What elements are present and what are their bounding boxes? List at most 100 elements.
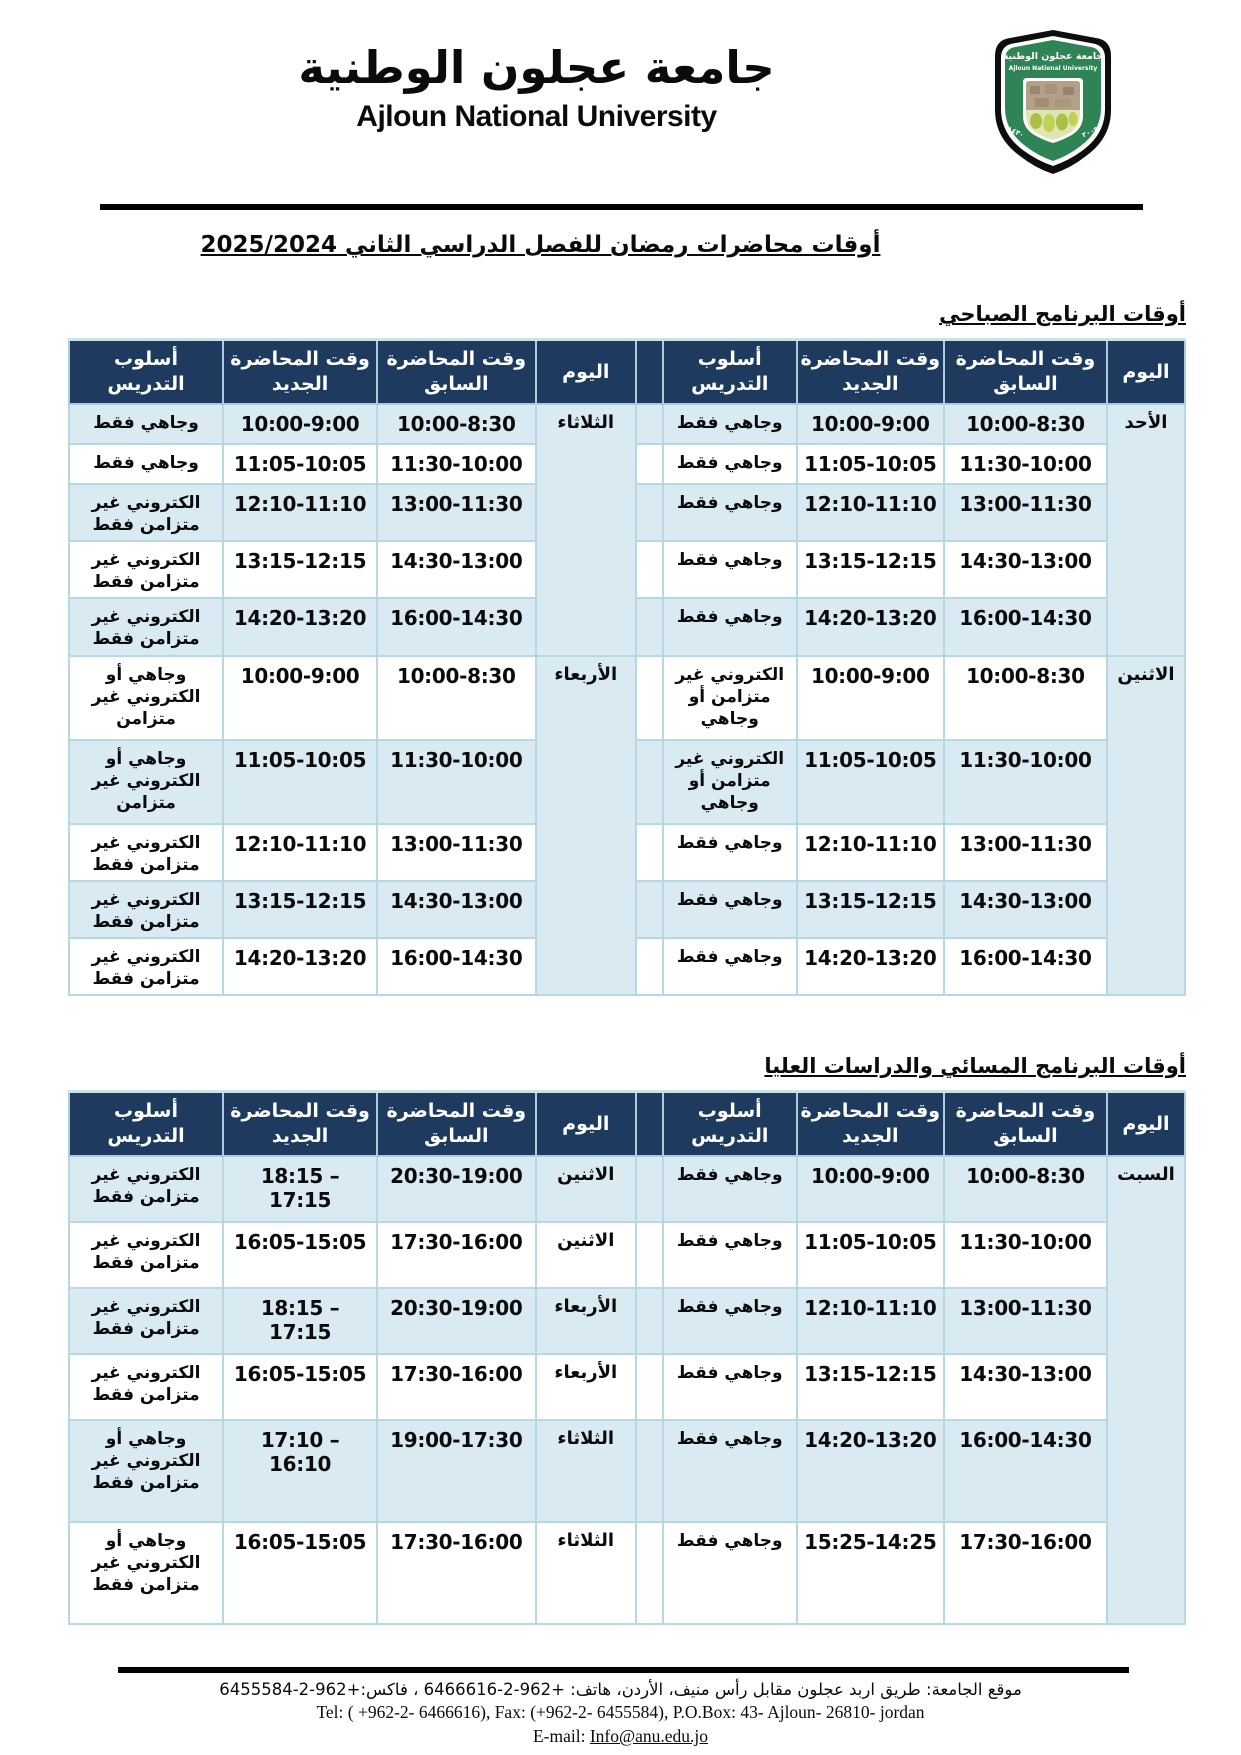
footer-address-arabic: موقع الجامعة: طريق اربد عجلون مقابل رأس … (219, 1680, 1022, 1699)
schedule-row: 13:00-11:30 12:10-11:10 وجاهي فقط الأربعاء 2… (67, 1287, 1185, 1356)
method-cell: وجاهي أو الكتروني غير متزامن فقط (67, 1521, 225, 1626)
previous-time-cell: 17:30-16:00 (376, 1521, 537, 1626)
new-time-cell: 13:15-12:15 (222, 540, 379, 600)
logo-inner-emblem (1023, 78, 1083, 143)
previous-time-cell: 17:30-16:00 (942, 1521, 1108, 1626)
previous-time-cell: 10:00-8:30 (942, 403, 1108, 445)
day-column-header: اليوم (1105, 1090, 1187, 1158)
separator-cell (634, 654, 664, 741)
schedule-row: 14:30-13:00 13:15-12:15 وجاهي فقط 14:30-13:… (67, 879, 1185, 939)
method-cell: وجاهي فقط (661, 540, 798, 600)
previous-time-cell: 14:30-13:00 (942, 1353, 1108, 1422)
day-column-header: اليوم (534, 1090, 637, 1158)
new-time-cell: 14:20-13:20 (795, 1419, 945, 1524)
document-title: أوقات محاضرات رمضان للفصل الدراسي الثاني… (200, 232, 881, 258)
new-time-cell: 18:15 – 17:15 (222, 1155, 379, 1224)
schedule-row: 13:00-11:30 12:10-11:10 وجاهي فقط 13:00-11:… (67, 482, 1185, 543)
day-column-header: اليوم (1105, 338, 1187, 405)
previous-time-column-header: وقت المحاضرة السابق (942, 338, 1108, 405)
method-cell: الكتروني غير متزامن أو وجاهي (661, 654, 798, 741)
morning-schedule-table: اليوم وقت المحاضرة السابق وقت المحاضرة الج… (67, 338, 1187, 997)
separator-cell (634, 403, 664, 445)
new-time-cell: 15:25-14:25 (795, 1521, 945, 1626)
method-cell: الكتروني غير متزامن فقط (67, 936, 225, 997)
new-time-cell: 11:05-10:05 (795, 1221, 945, 1290)
previous-time-cell: 11:30-10:00 (376, 443, 537, 485)
method-cell: الكتروني غير متزامن فقط (67, 879, 225, 939)
method-cell: وجاهي فقط (661, 936, 798, 997)
separator-cell (634, 879, 664, 939)
method-cell: وجاهي أو الكتروني غير متزامن فقط (67, 1419, 225, 1524)
evening-section-heading: أوقات البرنامج المسائي والدراسات العليا (764, 1054, 1186, 1079)
previous-time-cell: 11:30-10:00 (942, 1221, 1108, 1290)
university-name-arabic: جامعة عجلون الوطنية (298, 41, 775, 94)
new-time-cell: 11:05-10:05 (222, 443, 379, 485)
schedule-row: 14:30-13:00 13:15-12:15 وجاهي فقط الأربعاء 1… (67, 1353, 1185, 1422)
separator-cell (634, 1155, 664, 1224)
university-name-english: Ajloun National University (356, 99, 717, 133)
new-time-cell: 14:20-13:20 (222, 936, 379, 997)
evening-schedule-table: اليوم وقت المحاضرة السابق وقت المحاضرة الج… (67, 1090, 1187, 1626)
separator-cell (634, 1419, 664, 1524)
separator-header-cell (634, 1090, 664, 1158)
day-column-header: اليوم (534, 338, 637, 405)
new-time-cell: 14:20-13:20 (222, 597, 379, 657)
logo-english-text: Ajloun National University (1009, 65, 1098, 72)
schedule-row: الأحد 10:00-8:30 10:00-9:00 وجاهي فقط الثلاث… (67, 403, 1187, 657)
separator-cell (634, 738, 664, 825)
day-cell: الثلاثاء (534, 1521, 637, 1626)
new-time-cell: 11:05-10:05 (222, 738, 379, 825)
new-time-cell: 13:15-12:15 (795, 879, 945, 939)
schedule-row: الاثنين 10:00-8:30 10:00-9:00 الكتروني غير … (67, 654, 1187, 997)
page-footer: موقع الجامعة: طريق اربد عجلون مقابل رأس … (0, 1667, 1241, 1747)
method-cell: وجاهي فقط (661, 1419, 798, 1524)
new-time-cell: 18:15 – 17:15 (222, 1287, 379, 1356)
university-logo-shield-icon: جامعة عجلون الوطنية Ajloun National Univ… (995, 30, 1111, 174)
method-cell: الكتروني غير متزامن فقط (67, 822, 225, 882)
method-cell: الكتروني غير متزامن فقط (67, 1221, 225, 1290)
email-link[interactable]: Info@anu.edu.jo (589, 1726, 709, 1746)
previous-time-cell: 14:30-13:00 (942, 879, 1108, 939)
method-cell: وجاهي فقط (67, 403, 225, 445)
method-cell: وجاهي فقط (661, 822, 798, 882)
method-cell: الكتروني غير متزامن أو وجاهي (661, 738, 798, 825)
morning-table-container: اليوم وقت المحاضرة السابق وقت المحاضرة الج… (55, 338, 1187, 997)
previous-time-cell: 10:00-8:30 (376, 403, 537, 445)
day-cell: الاثنين (534, 1221, 637, 1290)
method-cell: وجاهي فقط (67, 443, 225, 485)
separator-cell (634, 540, 664, 600)
new-time-cell: 10:00-9:00 (222, 654, 379, 741)
schedule-row: 14:30-13:00 13:15-12:15 وجاهي فقط 14:30-13:… (67, 540, 1185, 600)
method-column-header: أسلوب التدريس (67, 338, 225, 405)
method-cell: وجاهي فقط (661, 1287, 798, 1356)
new-time-cell: 16:05-15:05 (222, 1221, 379, 1290)
previous-time-cell: 20:30-19:00 (376, 1155, 537, 1224)
new-time-cell: 13:15-12:15 (795, 540, 945, 600)
new-time-column-header: وقت المحاضرة الجديد (222, 1090, 379, 1158)
previous-time-cell: 19:00-17:30 (376, 1419, 537, 1524)
new-time-cell: 16:05-15:05 (222, 1521, 379, 1626)
new-time-cell: 10:00-9:00 (795, 403, 945, 445)
method-cell: وجاهي فقط (661, 1155, 798, 1224)
separator-cell (634, 597, 664, 657)
method-cell: الكتروني غير متزامن فقط (67, 1287, 225, 1356)
schedule-row: 11:30-10:00 11:05-10:05 وجاهي فقط 11:30-10:… (67, 443, 1185, 485)
new-time-cell: 12:10-11:10 (222, 482, 379, 543)
previous-time-cell: 17:30-16:00 (376, 1221, 537, 1290)
schedule-row: 16:00-14:30 14:20-13:20 وجاهي فقط 16:00-14:… (67, 936, 1185, 997)
logo-arabic-text: جامعة عجلون الوطنية (1003, 51, 1104, 62)
previous-time-cell: 14:30-13:00 (376, 540, 537, 600)
previous-time-cell: 16:00-14:30 (942, 936, 1108, 997)
day-cell: الأحد (1105, 403, 1187, 657)
previous-time-cell: 20:30-19:00 (376, 1287, 537, 1356)
day-cell: الثلاثاء (534, 1419, 637, 1524)
separator-cell (634, 936, 664, 997)
header-divider-rule (100, 204, 1143, 210)
document-body: أوقات البرنامج الصباحي اليوم وقت المحاضرة… (55, 302, 1187, 1626)
new-time-cell: 12:10-11:10 (795, 482, 945, 543)
separator-cell (634, 482, 664, 543)
separator-cell (634, 1521, 664, 1626)
previous-time-cell: 10:00-8:30 (376, 654, 537, 741)
previous-time-cell: 13:00-11:30 (376, 482, 537, 543)
